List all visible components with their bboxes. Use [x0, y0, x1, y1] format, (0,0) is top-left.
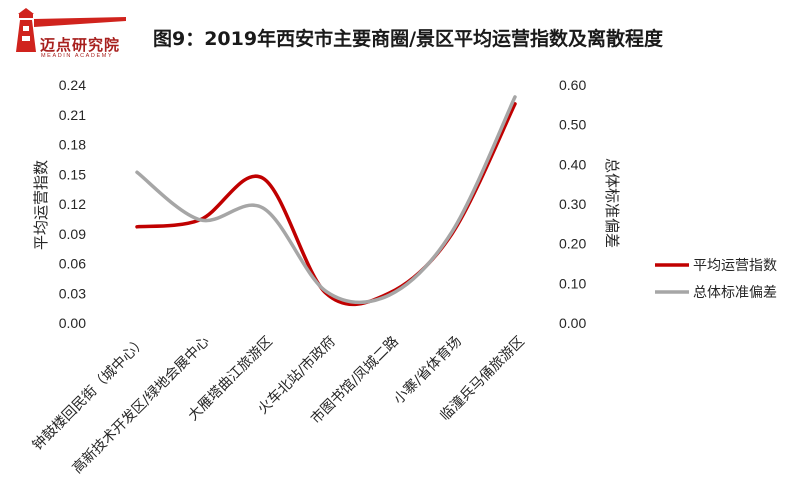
y-right-tick-label: 0.60 [559, 77, 586, 93]
legend-label-1: 平均运营指数 [693, 258, 777, 274]
y-right-tick-label: 0.40 [559, 156, 586, 172]
logo-tower-icon [16, 8, 126, 52]
y-left-tick-label: 0.12 [59, 196, 86, 212]
y-left-tick-label: 0.21 [59, 107, 86, 123]
legend-item-1: 平均运营指数 [655, 258, 777, 274]
legend: 平均运营指数 总体标准偏差 [655, 258, 777, 301]
y-left-axis: 0.00 0.03 0.06 0.09 0.12 0.15 0.18 0.21 0.24 [59, 77, 86, 331]
legend-label-2: 总体标准偏差 [693, 285, 777, 301]
logo-subtitle: MEADIN ACADEMY [41, 53, 114, 59]
y-right-tick-label: 0.50 [559, 117, 586, 133]
x-tick-label: 钟鼓楼回民街（城中心） [29, 333, 150, 454]
y-left-axis-title: 平均运营指数 [32, 160, 50, 250]
y-left-tick-label: 0.03 [59, 285, 86, 301]
y-right-tick-label: 0.30 [559, 196, 586, 212]
y-left-tick-label: 0.00 [59, 315, 86, 331]
y-right-tick-label: 0.00 [559, 315, 586, 331]
y-right-axis: 0.00 0.10 0.20 0.30 0.40 0.50 0.60 [559, 77, 586, 331]
y-right-axis-title: 总体标准偏差 [603, 158, 621, 248]
logo: 迈点研究院 MEADIN ACADEMY [4, 4, 134, 64]
chart-title: 图9：2019年西安市主要商圈/景区平均运营指数及离散程度 [152, 28, 664, 50]
y-left-tick-label: 0.06 [59, 256, 86, 272]
y-left-tick-label: 0.09 [59, 226, 86, 242]
y-right-tick-label: 0.20 [559, 236, 586, 252]
series-line-1 [135, 102, 517, 307]
y-left-tick-label: 0.15 [59, 166, 86, 182]
y-right-tick-label: 0.10 [559, 275, 586, 291]
series-lines [135, 95, 517, 307]
x-tick-label: 高新技术开发区/绿地会展中心 [69, 333, 213, 477]
y-left-tick-label: 0.24 [59, 77, 86, 93]
logo-name: 迈点研究院 [40, 36, 121, 54]
legend-item-2: 总体标准偏差 [655, 285, 777, 301]
y-left-tick-label: 0.18 [59, 137, 86, 153]
x-axis: 钟鼓楼回民街（城中心）高新技术开发区/绿地会展中心大雁塔曲江旅游区火车北站/市政… [29, 333, 528, 477]
series-line-2 [135, 95, 517, 305]
